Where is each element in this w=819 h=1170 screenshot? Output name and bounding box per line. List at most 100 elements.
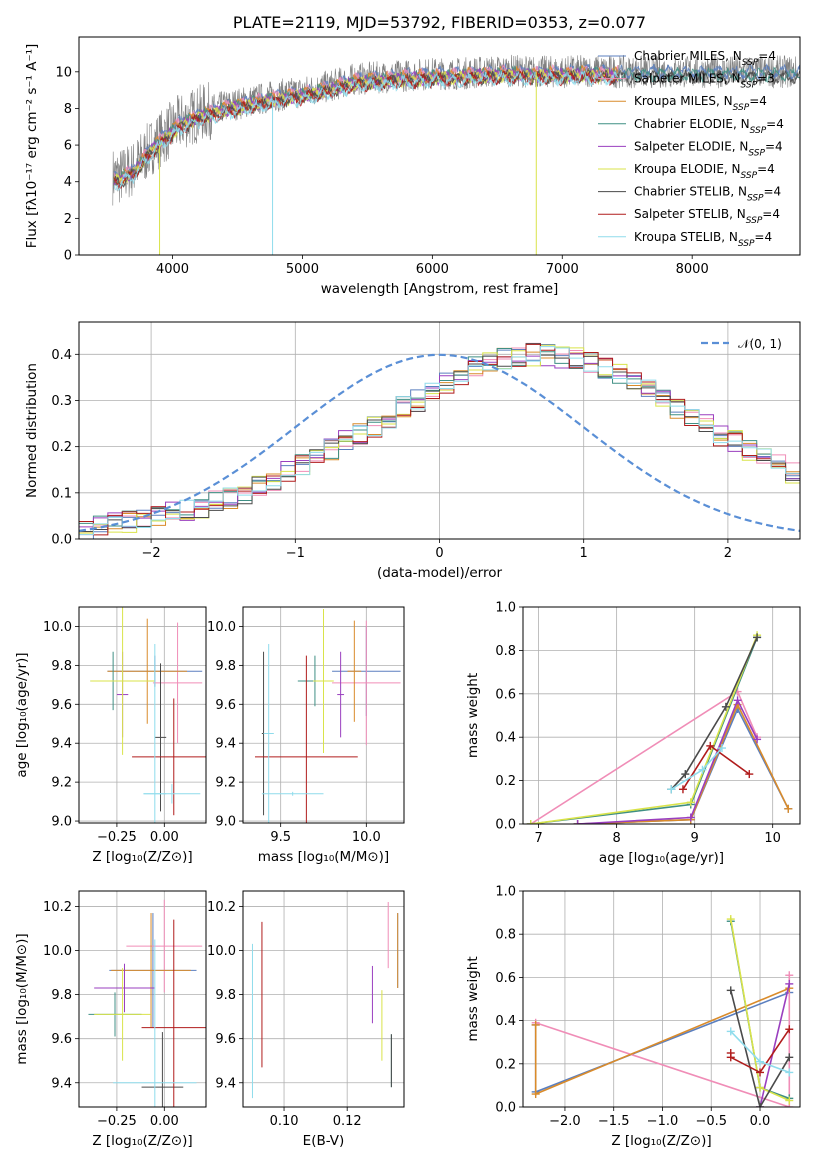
y-tick-label: 6 — [64, 139, 72, 154]
series-line-3 — [530, 637, 758, 824]
y-tick-label: 9.4 — [215, 737, 236, 752]
y-tick-label: 0.4 — [51, 348, 72, 363]
y-tick-label: 1.0 — [495, 885, 516, 900]
data-point — [526, 820, 535, 824]
legend-label: Salpeter MILES, N — [634, 72, 741, 86]
y-tick-label: 0.0 — [51, 533, 72, 548]
axes-frame — [78, 890, 207, 1108]
data-point — [785, 1025, 794, 1034]
panel-residuals: −2 −1 0 1 2 0.0 0.1 0.2 0.3 0.4 (data-model)/error… — [24, 321, 801, 581]
x-tick-label: 10 — [764, 831, 781, 846]
x-axis-label: Z [log₁₀(Z/Z⊙)] — [92, 849, 192, 865]
y-tick-label: 4 — [64, 175, 72, 190]
x-tick-label: 8 — [612, 831, 620, 846]
x-tick-label: 0.00 — [150, 830, 179, 845]
data-point — [698, 765, 707, 774]
y-tick-label: 10.2 — [43, 900, 72, 915]
gaussian-curve — [79, 353, 800, 532]
histogram-group — [79, 342, 800, 539]
x-tick-label: 9 — [691, 831, 699, 846]
x-axis-label: mass [log₁₀(M/M⊙)] — [258, 849, 389, 865]
y-tick-label: 9.8 — [215, 659, 236, 674]
data-point — [785, 1068, 794, 1077]
x-tick-label: −0.25 — [97, 1114, 137, 1129]
y-tick-label: 9.8 — [215, 988, 236, 1003]
legend-label: Chabrier STELIB, N — [634, 185, 747, 199]
x-tick-label: −0.5 — [695, 1114, 727, 1129]
y-tick-label: 9.6 — [215, 698, 236, 713]
data-point — [785, 979, 794, 988]
x-tick-label: 0 — [435, 546, 443, 561]
y-tick-label: 0.0 — [495, 1101, 516, 1116]
y-tick-label: 10.0 — [207, 944, 236, 959]
data-point — [726, 915, 735, 924]
x-tick-label: −2 — [142, 546, 161, 561]
legend-suffix: =3 — [757, 72, 775, 86]
legend-entry: Chabrier MILES, NSSP=4 — [634, 49, 776, 68]
x-tick-label: −1.5 — [598, 1114, 630, 1129]
data-point — [531, 1020, 540, 1029]
data-point — [717, 744, 726, 753]
series-line-6 — [730, 990, 790, 1107]
errorbar-group — [88, 899, 206, 1107]
series-line-5 — [530, 634, 758, 824]
x-axis-label: E(B-V) — [303, 1133, 345, 1149]
data-point — [784, 804, 793, 813]
legend-subscript: SSP — [748, 148, 765, 158]
legend-entry: Kroupa MILES, NSSP=4 — [634, 94, 767, 113]
y-tick-label: 10.2 — [207, 900, 236, 915]
y-tick-label: 0.4 — [495, 731, 516, 746]
x-tick-label: 7000 — [546, 262, 579, 277]
y-tick-label: 0.0 — [495, 818, 516, 833]
errorbar-group — [254, 608, 401, 823]
panel-spectrum: 4000 5000 6000 7000 8000 0 2 4 6 8 10 wavelength [A… — [24, 13, 801, 297]
y-tick-label: 0.8 — [495, 928, 516, 943]
panel-age-vs-Z: −0.25 0.00 9.0 9.2 9.4 9.6 9.8 10.0 Z [log₁₀(Z/Z… — [14, 606, 207, 865]
data-point — [733, 696, 742, 705]
legend-suffix: =4 — [754, 230, 772, 244]
data-point — [785, 1053, 794, 1062]
legend-suffix: =4 — [757, 162, 775, 176]
data-point — [726, 1053, 735, 1062]
legend-entry: Salpeter STELIB, NSSP=4 — [634, 207, 780, 226]
y-tick-label: 0.2 — [51, 440, 72, 455]
axes-frame — [522, 890, 801, 1108]
y-tick-label: 0.1 — [51, 486, 72, 501]
y-axis-label: age [log₁₀(age/yr)] — [14, 652, 30, 777]
data-point — [785, 971, 794, 980]
errorbar-group — [90, 607, 206, 823]
legend-suffix: =4 — [764, 185, 782, 199]
legend-subscript: SSP — [741, 81, 758, 91]
series-line-4 — [577, 698, 758, 824]
histogram-series-8 — [79, 346, 800, 536]
series-group — [531, 915, 794, 1107]
data-point — [667, 785, 676, 794]
x-tick-label: 1 — [580, 546, 588, 561]
legend-subscript: SSP — [742, 58, 759, 68]
axes-frame — [78, 606, 207, 824]
legend-entry: Chabrier STELIB, NSSP=4 — [634, 185, 781, 204]
legend-subscript: SSP — [738, 239, 755, 249]
y-tick-label: 8 — [64, 102, 72, 117]
y-axis-label: Flux [fλ10⁻¹⁷ erg cm⁻² s⁻¹ A⁻¹] — [24, 44, 40, 249]
chart-title: PLATE=2119, MJD=53792, FIBERID=0353, z=0… — [233, 13, 646, 32]
legend-entry: Salpeter ELODIE, NSSP=4 — [634, 139, 783, 158]
x-tick-label: 10.0 — [352, 830, 381, 845]
axes-frame — [242, 606, 405, 824]
y-tick-label: 0.3 — [51, 394, 72, 409]
x-tick-label: 0.0 — [750, 1114, 771, 1129]
legend-suffix: =4 — [762, 207, 780, 221]
y-tick-label: 9.8 — [51, 659, 72, 674]
legend-label: Salpeter ELODIE, N — [634, 139, 748, 153]
series-line-1 — [535, 975, 791, 1107]
y-tick-label: 9.6 — [51, 698, 72, 713]
x-tick-label: 5000 — [286, 262, 319, 277]
y-tick-label: 10 — [55, 65, 72, 80]
data-point — [753, 735, 762, 744]
histogram-series-7 — [79, 343, 800, 536]
y-tick-label: 9.0 — [215, 815, 236, 830]
y-tick-label: 0 — [64, 249, 72, 264]
y-tick-label: 0.4 — [495, 1014, 516, 1029]
